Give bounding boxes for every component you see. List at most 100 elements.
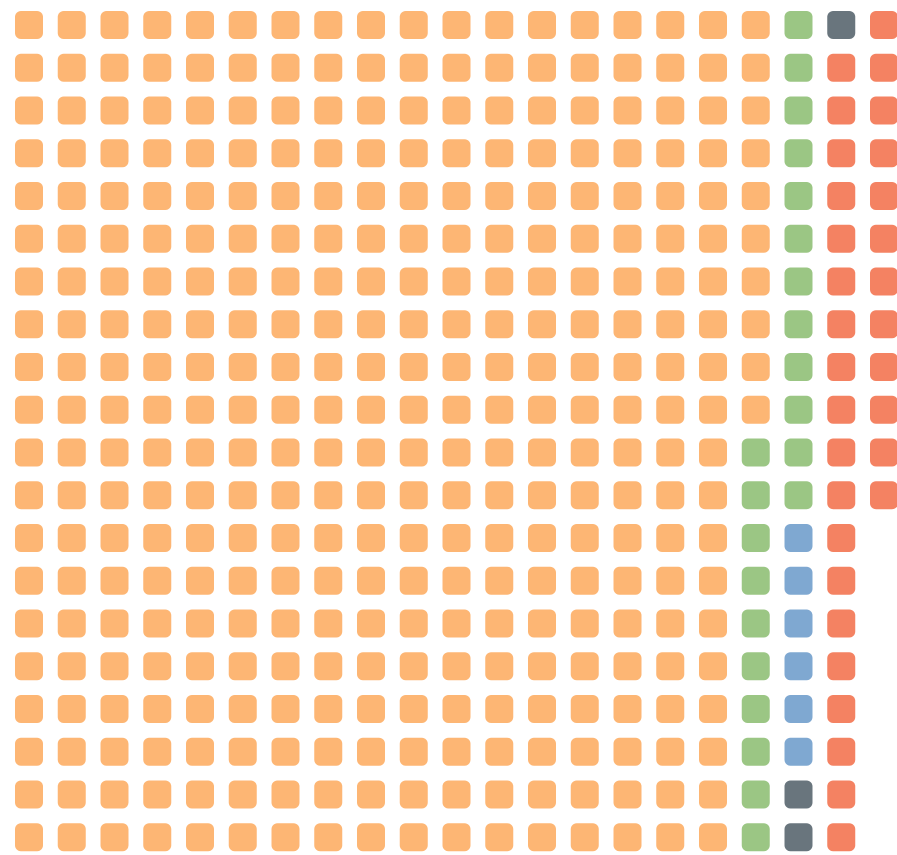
waffle-cell: [870, 11, 897, 39]
waffle-cell: [613, 310, 642, 339]
waffle-cell: [784, 609, 813, 638]
waffle-cell: [143, 96, 172, 125]
waffle-cell: [314, 96, 343, 125]
waffle-cell: [570, 267, 599, 296]
waffle-cell: [485, 695, 514, 723]
waffle-cell: [442, 481, 471, 510]
waffle-cell: [656, 695, 685, 723]
waffle-cell: [100, 11, 129, 39]
waffle-cell: [228, 780, 257, 809]
waffle-cell: [656, 96, 685, 125]
waffle-cell: [827, 139, 856, 168]
waffle-cell: [570, 182, 599, 210]
waffle-cell: [186, 395, 214, 424]
waffle-cell: [271, 566, 300, 595]
waffle-cell: [485, 310, 514, 339]
waffle-cell: [656, 438, 685, 467]
waffle-cell: [143, 566, 172, 595]
waffle-cell: [442, 11, 471, 39]
waffle-cell: [656, 182, 685, 210]
waffle-cell: [699, 609, 727, 638]
waffle-cell: [442, 524, 471, 552]
waffle-cell: [100, 139, 129, 168]
waffle-cell: [228, 96, 257, 125]
waffle-cell: [314, 182, 343, 210]
waffle-cell: [314, 481, 343, 510]
waffle-cell: [143, 224, 172, 253]
waffle-cell: [228, 182, 257, 210]
waffle-cell: [613, 481, 642, 510]
waffle-cell: [271, 267, 300, 296]
waffle-cell: [784, 737, 813, 766]
waffle-cell: [399, 438, 428, 467]
waffle-cell: [485, 652, 514, 681]
waffle-cell: [57, 695, 86, 723]
waffle-cell: [57, 823, 86, 852]
waffle-cell: [57, 652, 86, 681]
waffle-cell: [613, 224, 642, 253]
waffle-cell: [699, 695, 727, 723]
waffle-cell: [784, 481, 813, 510]
waffle-cell: [143, 267, 172, 296]
waffle-cell: [528, 53, 556, 82]
waffle-cell: [15, 224, 43, 253]
waffle-cell: [228, 267, 257, 296]
waffle-cell: [442, 566, 471, 595]
waffle-cell: [57, 609, 86, 638]
waffle-cell: [827, 481, 856, 510]
waffle-cell: [228, 566, 257, 595]
waffle-cell: [613, 823, 642, 852]
waffle-cell: [485, 182, 514, 210]
waffle-cell: [314, 438, 343, 467]
waffle-cell: [741, 182, 770, 210]
waffle-cell: [528, 11, 556, 39]
waffle-cell: [100, 96, 129, 125]
waffle-cell: [656, 652, 685, 681]
waffle-cell: [827, 566, 856, 595]
waffle-cell: [485, 823, 514, 852]
waffle-cell: [357, 224, 385, 253]
waffle-cell: [442, 53, 471, 82]
waffle-cell: [57, 395, 86, 424]
waffle-cell: [357, 566, 385, 595]
waffle-cell: [741, 524, 770, 552]
waffle-cell: [314, 780, 343, 809]
waffle-cell: [699, 737, 727, 766]
waffle-cell: [100, 310, 129, 339]
waffle-cell: [143, 310, 172, 339]
waffle-cell: [357, 267, 385, 296]
waffle-cell: [528, 224, 556, 253]
waffle-cell: [57, 566, 86, 595]
waffle-cell: [656, 823, 685, 852]
waffle-cell: [442, 96, 471, 125]
waffle-cell: [699, 182, 727, 210]
waffle-cell: [57, 267, 86, 296]
waffle-cell: [741, 823, 770, 852]
waffle-cell: [186, 652, 214, 681]
waffle-cell: [870, 96, 897, 125]
waffle-cell: [15, 737, 43, 766]
waffle-cell: [271, 652, 300, 681]
waffle-cell: [485, 524, 514, 552]
waffle-cell: [314, 524, 343, 552]
waffle-cell: [57, 96, 86, 125]
waffle-cell: [314, 353, 343, 381]
waffle-cell: [271, 310, 300, 339]
waffle-cell: [699, 11, 727, 39]
waffle-cell: [613, 438, 642, 467]
waffle-cell: [399, 524, 428, 552]
waffle-cell: [528, 182, 556, 210]
waffle-cell: [485, 96, 514, 125]
waffle-cell: [314, 737, 343, 766]
waffle-cell: [100, 566, 129, 595]
waffle-cell: [613, 652, 642, 681]
waffle-cell: [528, 481, 556, 510]
waffle-cell: [485, 481, 514, 510]
waffle-cell: [442, 310, 471, 339]
waffle-cell: [485, 566, 514, 595]
waffle-cell: [827, 96, 856, 125]
waffle-cell: [656, 481, 685, 510]
waffle-cell: [186, 481, 214, 510]
waffle-cell: [570, 737, 599, 766]
waffle-cell: [314, 53, 343, 82]
